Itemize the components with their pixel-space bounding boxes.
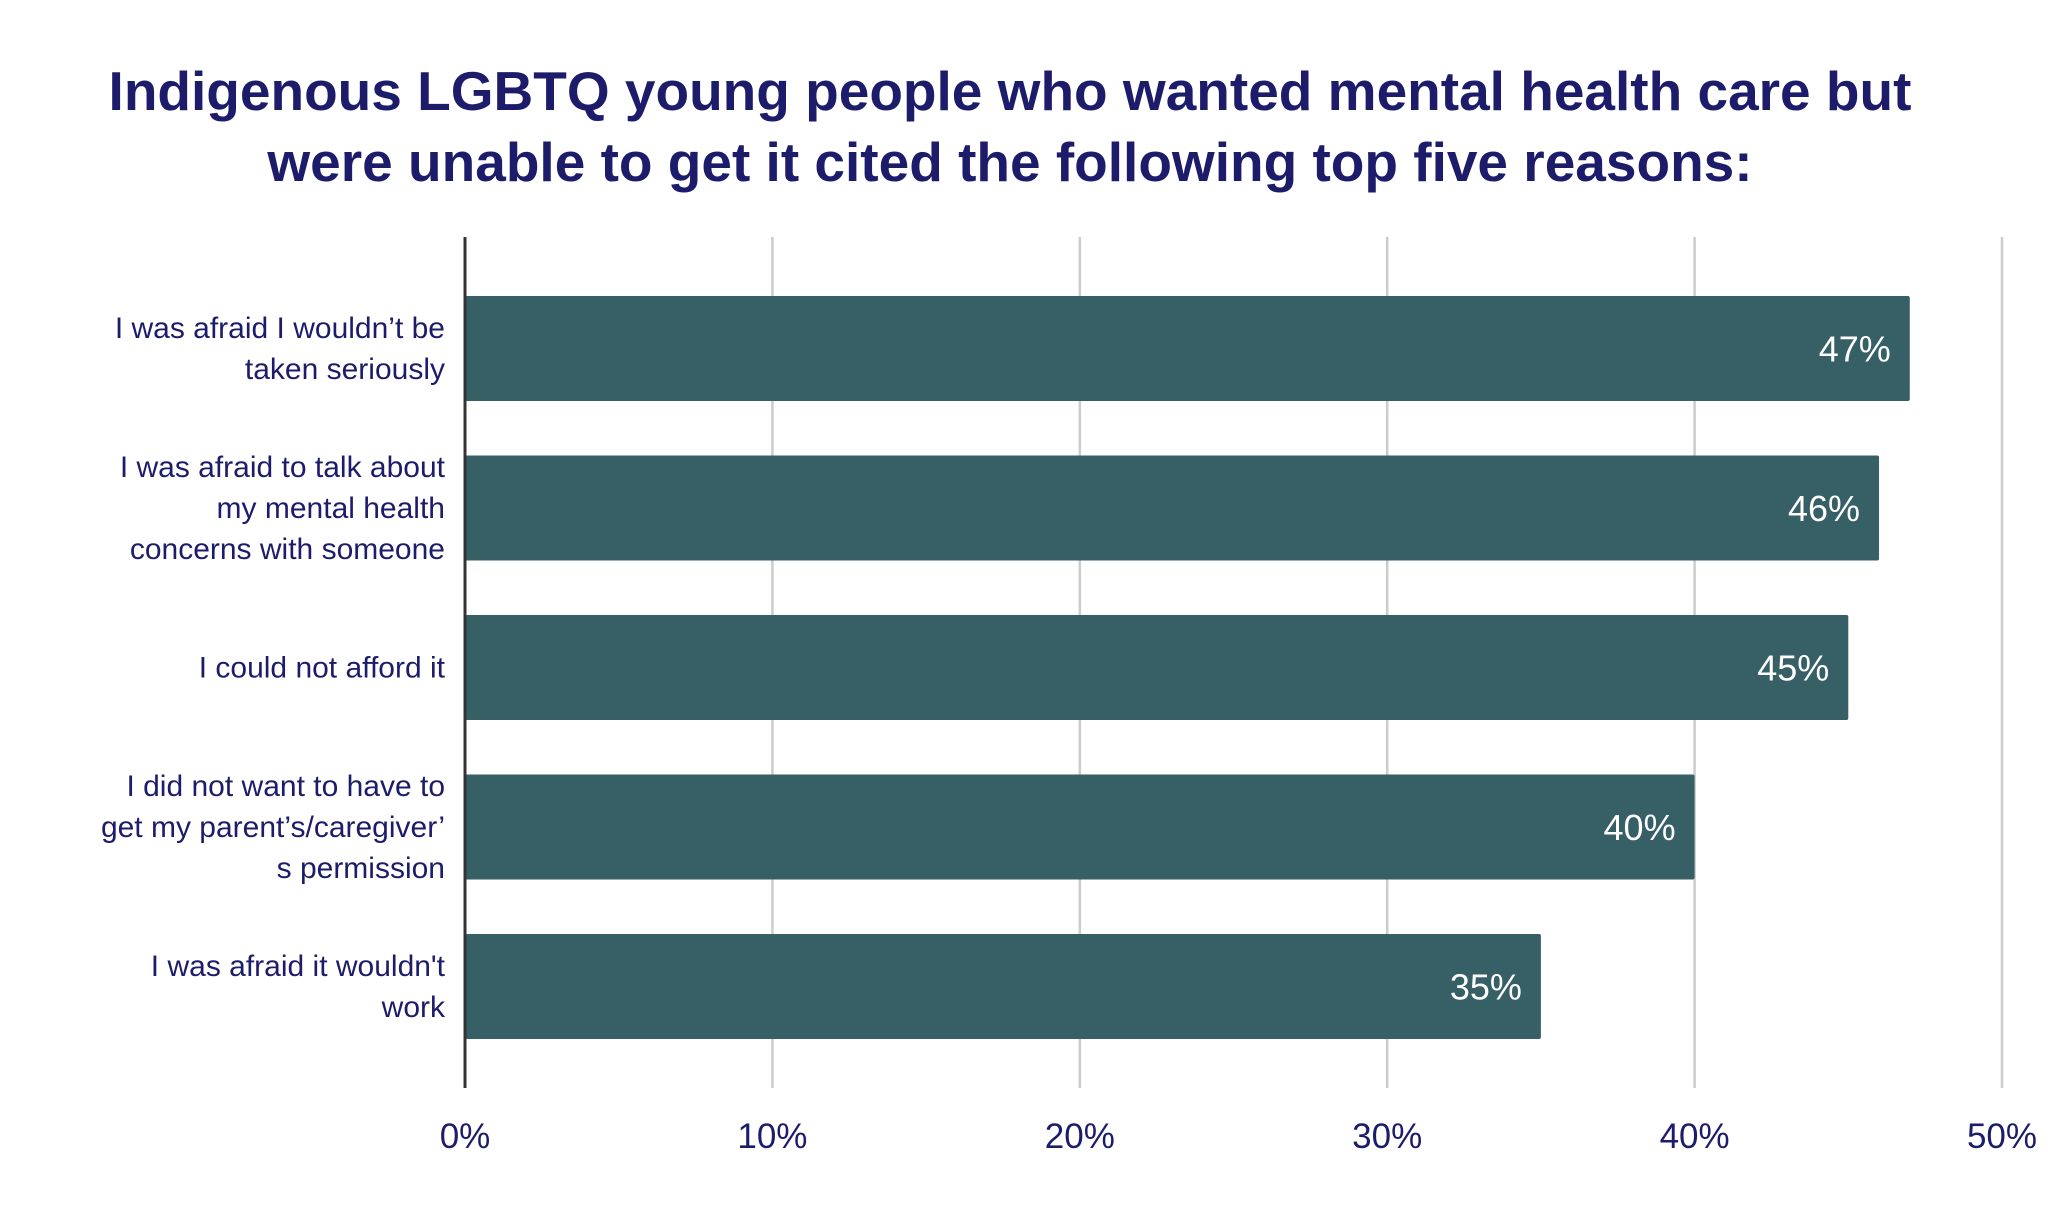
chart-title: Indigenous LGBTQ young people who wanted…: [108, 60, 1912, 193]
bar: [465, 296, 1910, 401]
bar: [465, 774, 1695, 880]
bar: [465, 934, 1541, 1039]
x-tick-label: 10%: [737, 1117, 807, 1156]
data-label: 40%: [1604, 807, 1676, 848]
category-label: I was afraid it wouldn't work: [151, 950, 446, 1024]
category-label: I was afraid I wouldn’t be taken seriousl…: [115, 312, 445, 386]
category-label: I could not afford it: [199, 652, 446, 685]
labels: 0% 10% 20% 30% 40% 50% 47% 46% 45% 40% 35% I was af…: [101, 312, 2037, 1156]
x-tick-label: 50%: [1967, 1117, 2037, 1156]
x-tick-label: 40%: [1660, 1117, 1730, 1156]
bars: [465, 296, 1910, 1039]
data-label: 45%: [1757, 648, 1829, 689]
x-tick-label: 20%: [1045, 1117, 1115, 1156]
bar: [465, 455, 1880, 561]
x-tick-label: 30%: [1352, 1117, 1422, 1156]
data-label: 47%: [1819, 329, 1891, 370]
data-label: 35%: [1450, 967, 1522, 1008]
data-label: 46%: [1788, 488, 1860, 529]
category-label: I was afraid to talk about my mental heal…: [120, 451, 446, 566]
bar: [465, 615, 1849, 720]
category-label: I did not want to have to get my parent’s…: [101, 770, 445, 885]
x-tick-label: 0%: [440, 1117, 491, 1156]
